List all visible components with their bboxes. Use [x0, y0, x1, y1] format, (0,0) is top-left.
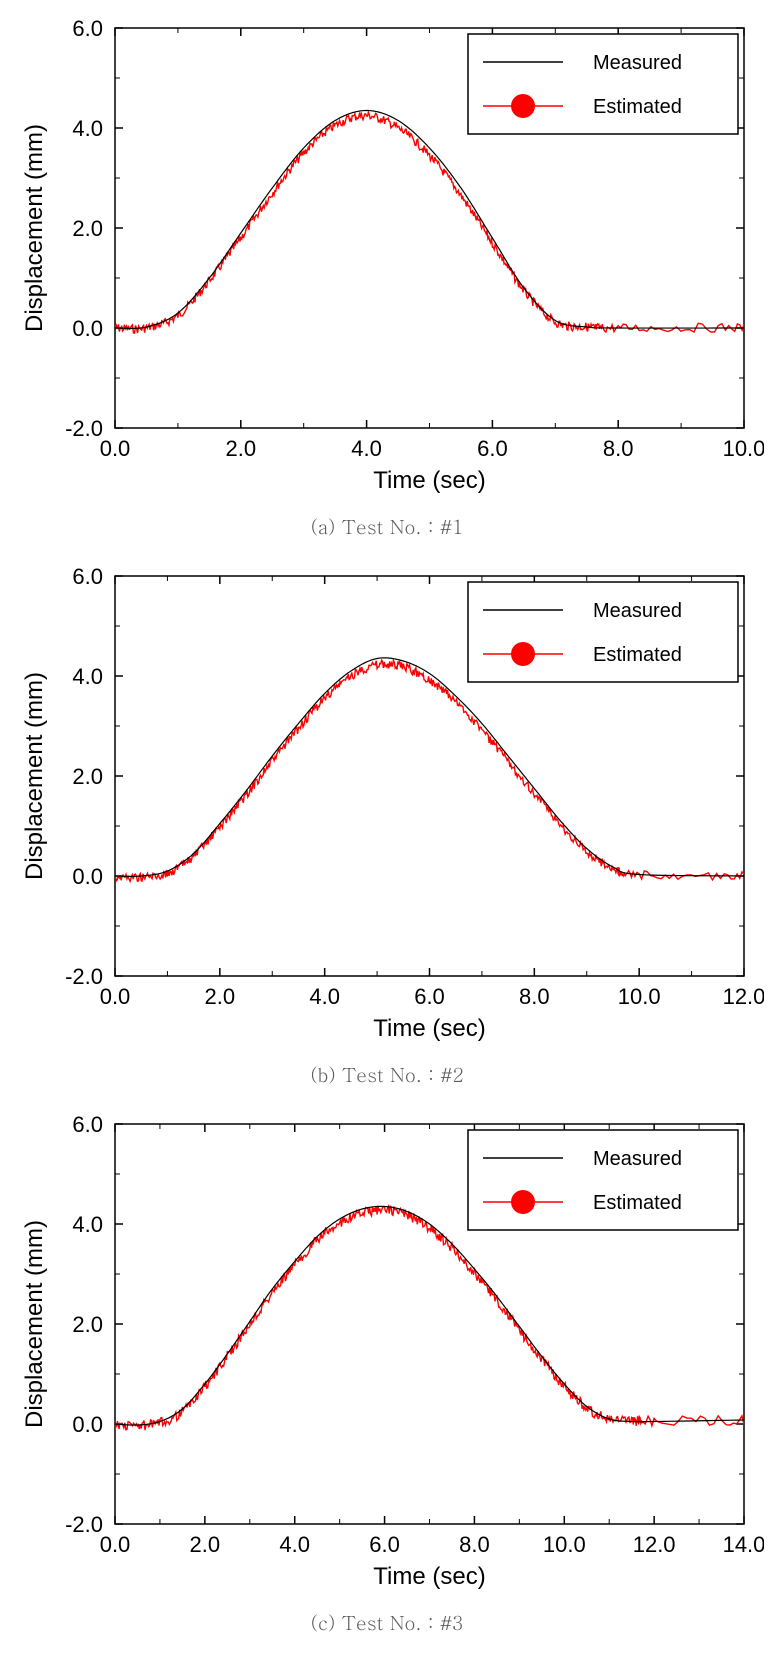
- x-axis-label: Time (sec): [373, 1015, 485, 1042]
- ytick-label: -2.0: [65, 964, 103, 989]
- xtick-label: 4.0: [309, 984, 340, 1009]
- ytick-label: 4.0: [72, 664, 103, 689]
- xtick-label: 8.0: [603, 436, 634, 461]
- ytick-label: 6.0: [72, 1112, 103, 1137]
- y-axis-label: Displacement (mm): [21, 1220, 48, 1428]
- xtick-label: 2.0: [205, 984, 236, 1009]
- chart-caption: (c) Test No. : #3: [10, 1609, 764, 1636]
- legend-estimated-label: Estimated: [593, 644, 682, 666]
- legend-measured-label: Measured: [593, 1148, 682, 1170]
- xtick-label: 2.0: [226, 436, 257, 461]
- xtick-label: 6.0: [414, 984, 445, 1009]
- legend-box: [468, 1130, 738, 1230]
- xtick-label: 6.0: [477, 436, 508, 461]
- xtick-label: 14.0: [723, 1532, 764, 1557]
- ytick-label: 2.0: [72, 216, 103, 241]
- legend-measured-label: Measured: [593, 52, 682, 74]
- xtick-label: 0.0: [100, 1532, 131, 1557]
- xtick-label: 8.0: [459, 1532, 490, 1557]
- xtick-label: 2.0: [190, 1532, 221, 1557]
- figure-container: -2.00.02.04.06.00.02.04.06.08.010.0Displ…: [10, 10, 764, 1636]
- legend-estimated-label: Estimated: [593, 1192, 682, 1214]
- chart-panel: -2.00.02.04.06.00.02.04.06.08.010.0Displ…: [10, 10, 764, 505]
- chart-svg: -2.00.02.04.06.00.02.04.06.08.010.012.0D…: [10, 558, 764, 1048]
- chart-panel: -2.00.02.04.06.00.02.04.06.08.010.012.0D…: [10, 558, 764, 1053]
- xtick-label: 10.0: [723, 436, 764, 461]
- y-axis-label: Displacement (mm): [21, 124, 48, 332]
- ytick-label: 4.0: [72, 1212, 103, 1237]
- xtick-label: 10.0: [543, 1532, 586, 1557]
- ytick-label: -2.0: [65, 416, 103, 441]
- xtick-label: 0.0: [100, 436, 131, 461]
- chart-panel: -2.00.02.04.06.00.02.04.06.08.010.012.01…: [10, 1106, 764, 1601]
- y-axis-label: Displacement (mm): [21, 672, 48, 880]
- legend-estimated-marker: [511, 94, 535, 118]
- xtick-label: 6.0: [369, 1532, 400, 1557]
- ytick-label: 6.0: [72, 16, 103, 41]
- ytick-label: 2.0: [72, 1312, 103, 1337]
- xtick-label: 12.0: [723, 984, 764, 1009]
- xtick-label: 4.0: [279, 1532, 310, 1557]
- x-axis-label: Time (sec): [373, 467, 485, 494]
- legend-measured-label: Measured: [593, 600, 682, 622]
- xtick-label: 12.0: [633, 1532, 676, 1557]
- ytick-label: 4.0: [72, 116, 103, 141]
- xtick-label: 4.0: [351, 436, 382, 461]
- chart-svg: -2.00.02.04.06.00.02.04.06.08.010.0Displ…: [10, 10, 764, 500]
- x-axis-label: Time (sec): [373, 1563, 485, 1590]
- chart-svg: -2.00.02.04.06.00.02.04.06.08.010.012.01…: [10, 1106, 764, 1596]
- xtick-label: 8.0: [519, 984, 550, 1009]
- ytick-label: 0.0: [72, 316, 103, 341]
- chart-caption: (b) Test No. : #2: [10, 1061, 764, 1088]
- legend-box: [468, 582, 738, 682]
- xtick-label: 10.0: [618, 984, 661, 1009]
- legend-estimated-marker: [511, 642, 535, 666]
- ytick-label: 6.0: [72, 564, 103, 589]
- ytick-label: 2.0: [72, 764, 103, 789]
- legend-box: [468, 34, 738, 134]
- ytick-label: 0.0: [72, 864, 103, 889]
- ytick-label: -2.0: [65, 1512, 103, 1537]
- ytick-label: 0.0: [72, 1412, 103, 1437]
- xtick-label: 0.0: [100, 984, 131, 1009]
- chart-caption: (a) Test No. : #1: [10, 513, 764, 540]
- legend-estimated-marker: [511, 1190, 535, 1214]
- legend-estimated-label: Estimated: [593, 96, 682, 118]
